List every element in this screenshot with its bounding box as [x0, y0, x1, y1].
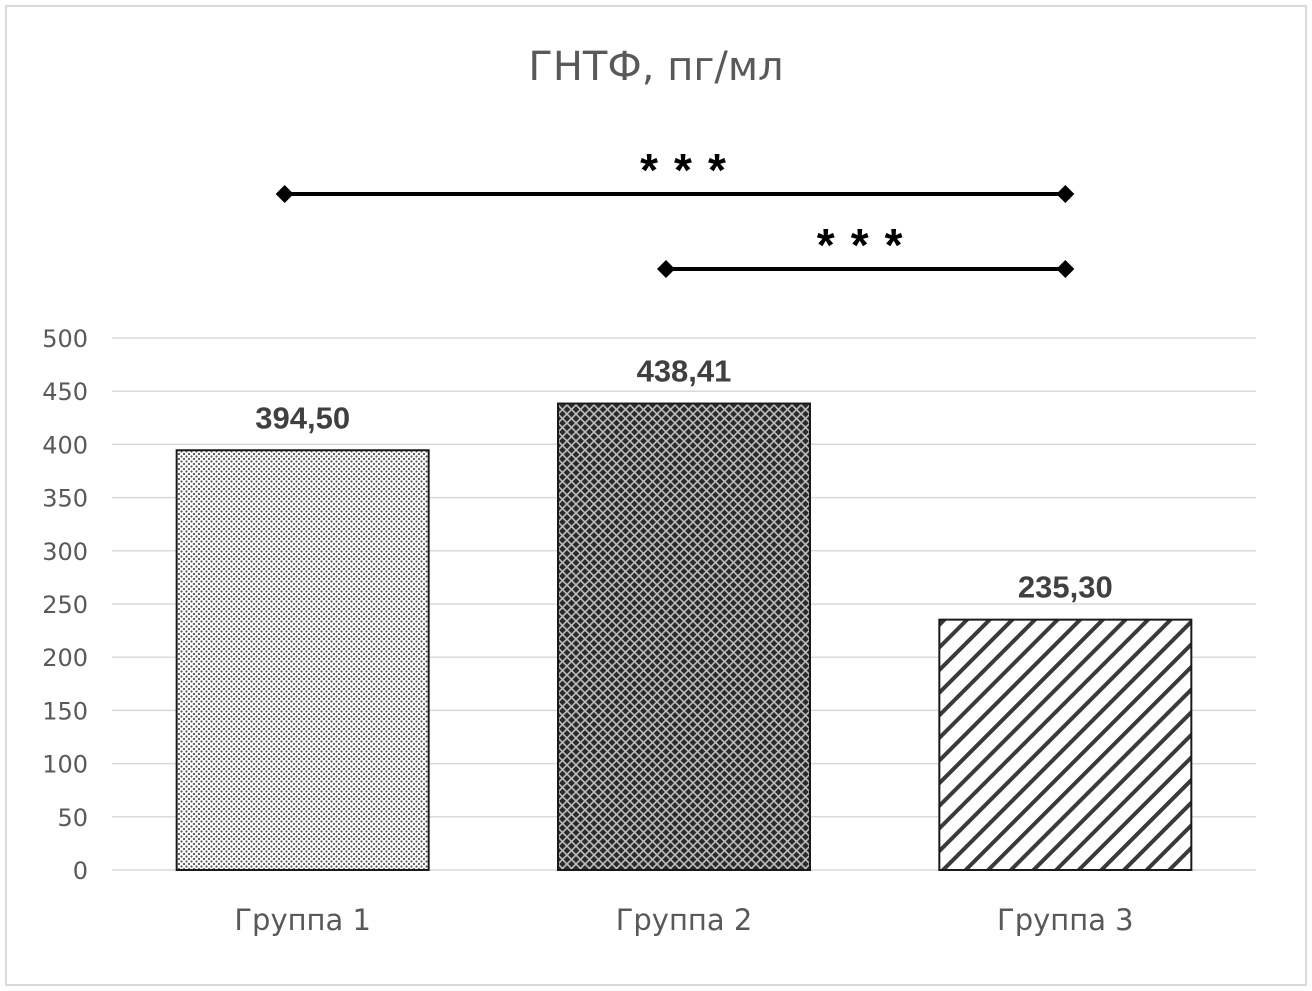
x-tick-label-1: Группа 1	[234, 903, 371, 937]
bracket-endpoint-2-2	[1056, 260, 1075, 278]
data-label-2: 438,41	[637, 354, 732, 389]
y-tick-label-250: 250	[42, 591, 88, 619]
y-tick-label-0: 0	[73, 857, 88, 885]
significance-label-2: ***	[817, 219, 919, 271]
data-labels: 394,50 438,41 235,30	[255, 354, 1112, 605]
bracket-endpoint-1-2	[1056, 185, 1075, 203]
bars	[175, 402, 1193, 872]
data-label-3: 235,30	[1018, 570, 1113, 605]
bracket-endpoint-2-1	[657, 260, 675, 278]
x-tick-label-3: Группа 3	[997, 903, 1134, 937]
y-axis-ticks: 0 50 100 150 200 250 300 350 400 450 500	[42, 325, 88, 885]
bar-3	[938, 618, 1193, 872]
y-tick-label-450: 450	[42, 378, 88, 406]
x-axis-ticks: Группа 1 Группа 2 Группа 3	[234, 903, 1133, 937]
y-tick-label-400: 400	[42, 431, 88, 459]
x-tick-label-2: Группа 2	[616, 903, 753, 937]
bar-1	[175, 449, 430, 871]
y-tick-label-100: 100	[42, 751, 88, 779]
y-tick-label-150: 150	[42, 697, 88, 725]
bar-2	[557, 402, 811, 871]
y-tick-label-200: 200	[42, 644, 88, 672]
y-tick-label-300: 300	[42, 538, 88, 566]
y-tick-label-350: 350	[42, 485, 88, 513]
data-label-1: 394,50	[255, 400, 350, 435]
significance-brackets: *** ***	[275, 144, 1075, 278]
y-tick-label-500: 500	[42, 325, 88, 353]
chart-title: ГНТФ, пг/мл	[528, 44, 783, 90]
y-tick-label-50: 50	[57, 804, 88, 832]
significance-label-1: ***	[640, 144, 742, 196]
bracket-endpoint-1-1	[275, 185, 294, 203]
